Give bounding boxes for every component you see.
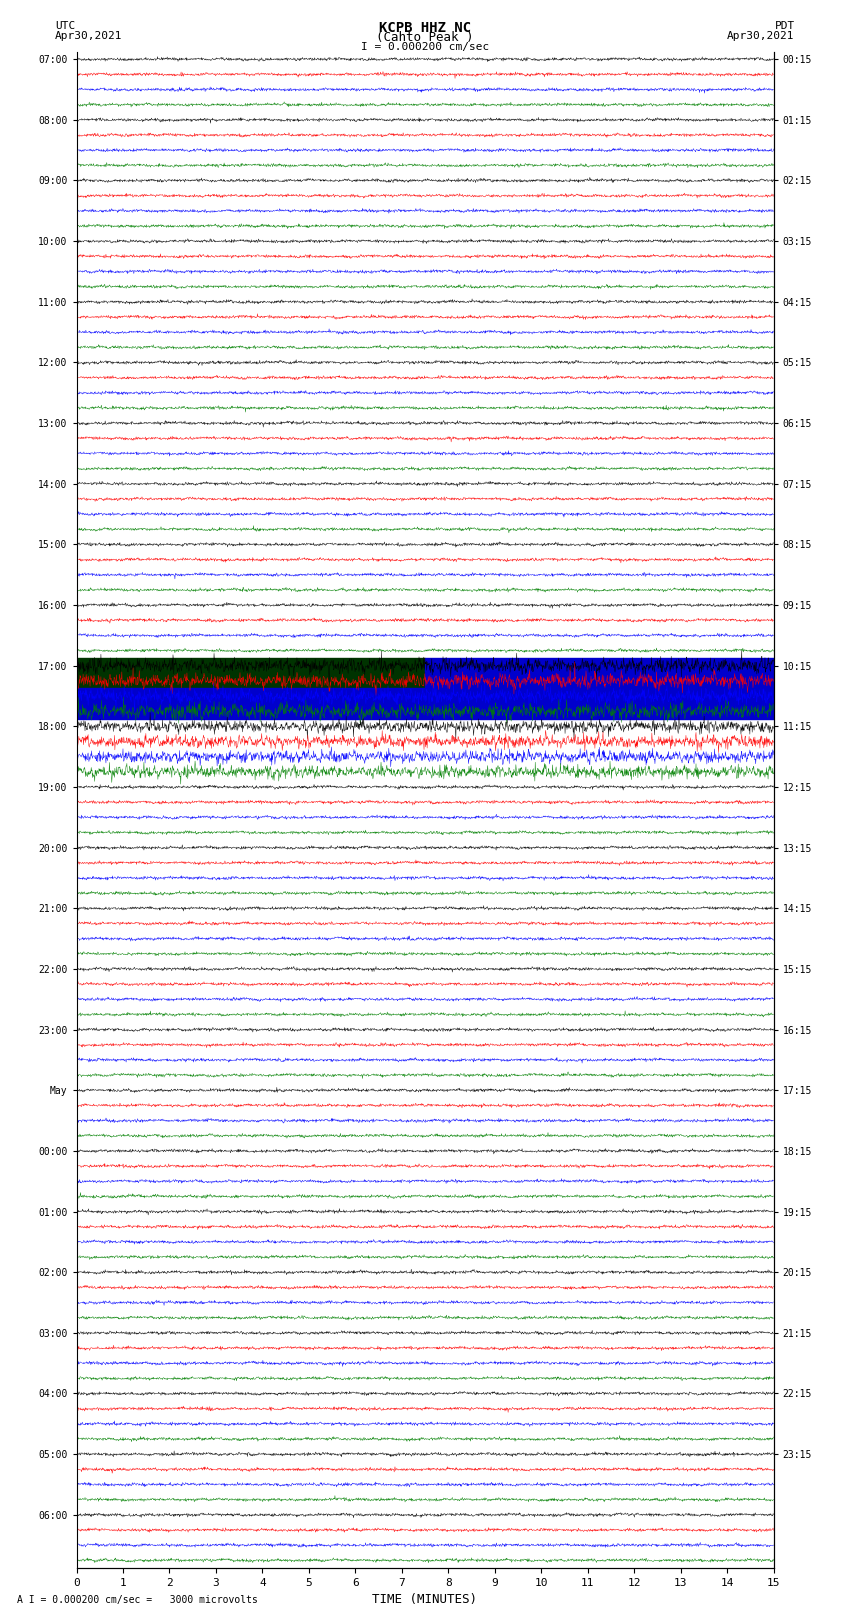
Bar [425,673,774,689]
Bar [425,658,774,673]
X-axis label: TIME (MINUTES): TIME (MINUTES) [372,1594,478,1607]
Text: Apr30,2021: Apr30,2021 [728,31,795,40]
Text: KCPB HHZ NC: KCPB HHZ NC [379,21,471,35]
Text: UTC: UTC [55,21,76,31]
Bar [76,703,774,719]
Text: I = 0.000200 cm/sec: I = 0.000200 cm/sec [361,42,489,52]
Bar [76,689,774,703]
Text: PDT: PDT [774,21,795,31]
Bar [76,673,425,689]
Text: A I = 0.000200 cm/sec =   3000 microvolts: A I = 0.000200 cm/sec = 3000 microvolts [17,1595,258,1605]
Bar [76,658,425,673]
Text: (Cahto Peak ): (Cahto Peak ) [377,31,473,44]
Text: Apr30,2021: Apr30,2021 [55,31,122,40]
